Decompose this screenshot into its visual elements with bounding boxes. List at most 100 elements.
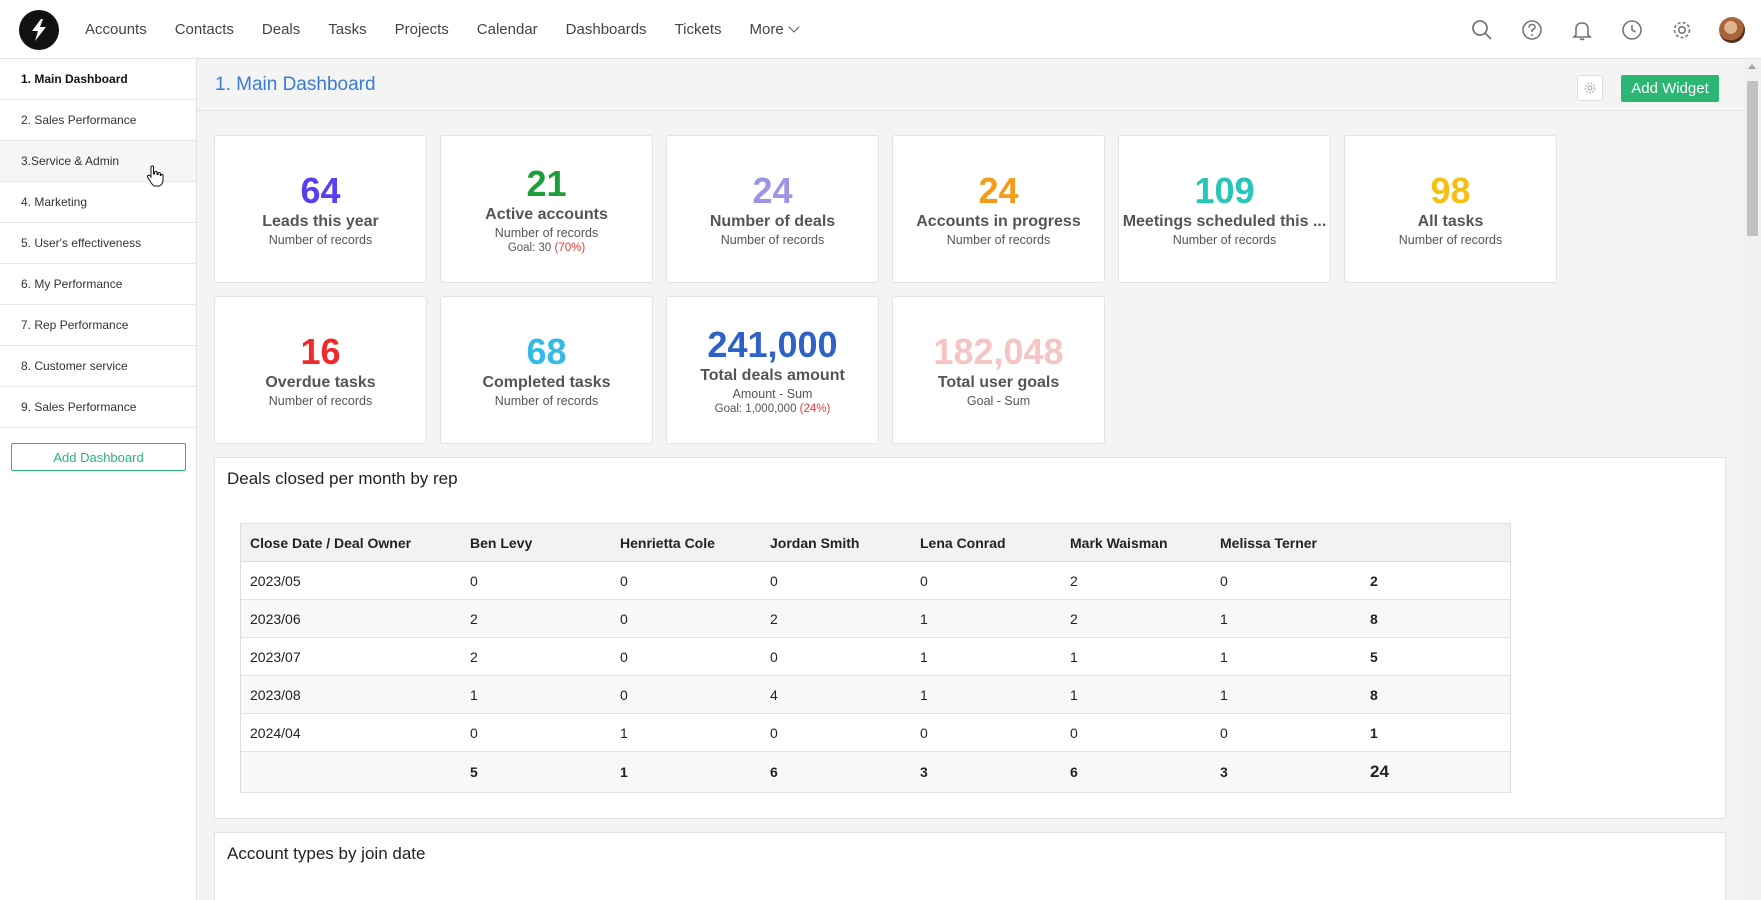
deals-closed-panel: Deals closed per month by rep Close Date… [214,457,1726,819]
kpi-active-accounts[interactable]: 21 Active accounts Number of records Goa… [440,135,653,283]
column-header [1360,523,1511,562]
kpi-value: 98 [1430,170,1471,211]
kpi-sub: Number of records [494,394,599,408]
clock-icon[interactable] [1619,17,1645,43]
nav-tasks[interactable]: Tasks [328,21,367,38]
panel-title: Account types by join date [227,844,426,863]
column-total: 3 [910,751,1060,793]
kpi-sub: Amount - Sum [732,387,813,401]
sidebar-item-customer-service[interactable]: 8. Customer service [0,346,196,387]
kpi-label: All tasks [1417,213,1484,230]
search-icon[interactable] [1469,17,1495,43]
kpi-number-of-deals[interactable]: 24 Number of deals Number of records [666,135,879,283]
nav-accounts[interactable]: Accounts [85,21,147,38]
kpi-goal-percent: (24%) [799,403,831,415]
sidebar-item-rep-performance[interactable]: 7. Rep Performance [0,305,196,346]
column-header[interactable]: Lena Conrad [910,523,1060,562]
sidebar-item-my-performance[interactable]: 6. My Performance [0,264,196,305]
sidebar-item-sales-performance-9[interactable]: 9. Sales Performance [0,387,196,428]
column-header[interactable]: Close Date / Deal Owner [240,523,460,562]
table-cell: 0 [1210,561,1360,600]
nav-calendar[interactable]: Calendar [476,21,538,38]
table-cell: 1 [1060,637,1210,676]
bell-icon[interactable] [1569,17,1595,43]
column-header[interactable]: Ben Levy [460,523,610,562]
sidebar-item-sales-performance[interactable]: 2. Sales Performance [0,100,196,141]
table-cell: 0 [910,561,1060,600]
column-header[interactable]: Jordan Smith [760,523,910,562]
nav-projects[interactable]: Projects [394,21,449,38]
row-total: 1 [1360,713,1511,752]
kpi-sub: Number of records [268,233,373,247]
table-row: 2023/06 2 0 2 1 2 1 8 [240,599,1511,638]
kpi-all-tasks[interactable]: 98 All tasks Number of records [1344,135,1557,283]
table-row: 2024/04 0 1 0 0 0 0 1 [240,713,1511,752]
column-total: 6 [760,751,910,793]
kpi-sub: Goal - Sum [966,394,1031,408]
table-cell: 2 [1060,599,1210,638]
grand-total: 24 [1360,751,1511,793]
row-total: 8 [1360,675,1511,714]
kpi-total-deals-amount[interactable]: 241,000 Total deals amount Amount - Sum … [666,296,879,444]
kpi-sub: Number of records [268,394,373,408]
dashboard-sidebar: 1. Main Dashboard 2. Sales Performance 3… [0,59,197,900]
table-cell: 4 [760,675,910,714]
kpi-label: Total deals amount [700,367,845,384]
kpi-label: Meetings scheduled this ... [1122,213,1327,230]
add-dashboard-button[interactable]: Add Dashboard [11,443,186,471]
table-cell: 0 [760,637,910,676]
kpi-value: 64 [300,170,341,211]
table-cell: 1 [1210,675,1360,714]
table-cell: 1 [460,675,610,714]
kpi-goal-percent: (70%) [554,242,586,254]
kpi-meetings-scheduled[interactable]: 109 Meetings scheduled this ... Number o… [1118,135,1331,283]
kpi-label: Number of deals [709,213,836,230]
scroll-up-arrow-icon[interactable] [1748,64,1756,69]
kpi-accounts-in-progress[interactable]: 24 Accounts in progress Number of record… [892,135,1105,283]
deals-table: Close Date / Deal Owner Ben Levy Henriet… [240,523,1511,793]
logo-icon[interactable] [19,10,59,50]
table-total-row: 5 1 6 3 6 3 24 [240,751,1511,793]
chevron-down-icon [788,20,800,33]
table-cell: 1 [910,637,1060,676]
main-content: 1. Main Dashboard Add Widget 64 Leads th… [197,59,1744,900]
column-header[interactable]: Mark Waisman [1060,523,1210,562]
avatar[interactable] [1719,16,1745,43]
sidebar-item-users-effectiveness[interactable]: 5. User's effectiveness [0,223,196,264]
table-cell: 2023/06 [240,599,460,638]
column-header[interactable]: Henrietta Cole [610,523,760,562]
table-cell: 2 [1060,561,1210,600]
dashboard-settings-button[interactable] [1577,75,1603,101]
table-cell: 1 [1210,599,1360,638]
nav-more[interactable]: More [750,20,800,38]
kpi-label: Accounts in progress [916,213,1081,230]
table-cell: 0 [460,713,610,752]
column-header[interactable]: Melissa Terner [1210,523,1360,562]
table-cell: 2 [460,637,610,676]
nav-deals[interactable]: Deals [261,21,301,38]
row-total: 8 [1360,599,1511,638]
table-cell: 1 [910,599,1060,638]
add-widget-button[interactable]: Add Widget [1621,75,1719,102]
nav-contacts[interactable]: Contacts [174,21,234,38]
row-total: 5 [1360,637,1511,676]
kpi-total-user-goals[interactable]: 182,048 Total user goals Goal - Sum [892,296,1105,444]
sidebar-item-marketing[interactable]: 4. Marketing [0,182,196,223]
kpi-goal: Goal: 30 (70%) [508,242,585,254]
nav-tickets[interactable]: Tickets [674,21,722,38]
table-cell: 2024/04 [240,713,460,752]
kpi-overdue-tasks[interactable]: 16 Overdue tasks Number of records [214,296,427,444]
kpi-leads-this-year[interactable]: 64 Leads this year Number of records [214,135,427,283]
column-total: 3 [1210,751,1360,793]
gear-icon[interactable] [1669,17,1695,43]
sidebar-item-main-dashboard[interactable]: 1. Main Dashboard [0,59,196,100]
scrollbar-thumb[interactable] [1747,81,1758,236]
page-scrollbar[interactable] [1744,59,1761,900]
sidebar-item-service-admin[interactable]: 3.Service & Admin [0,141,196,182]
help-icon[interactable] [1519,17,1545,43]
nav-dashboards[interactable]: Dashboards [565,21,647,38]
table-cell: 0 [760,713,910,752]
kpi-completed-tasks[interactable]: 68 Completed tasks Number of records [440,296,653,444]
table-cell: 0 [460,561,610,600]
table-cell: 0 [610,675,760,714]
